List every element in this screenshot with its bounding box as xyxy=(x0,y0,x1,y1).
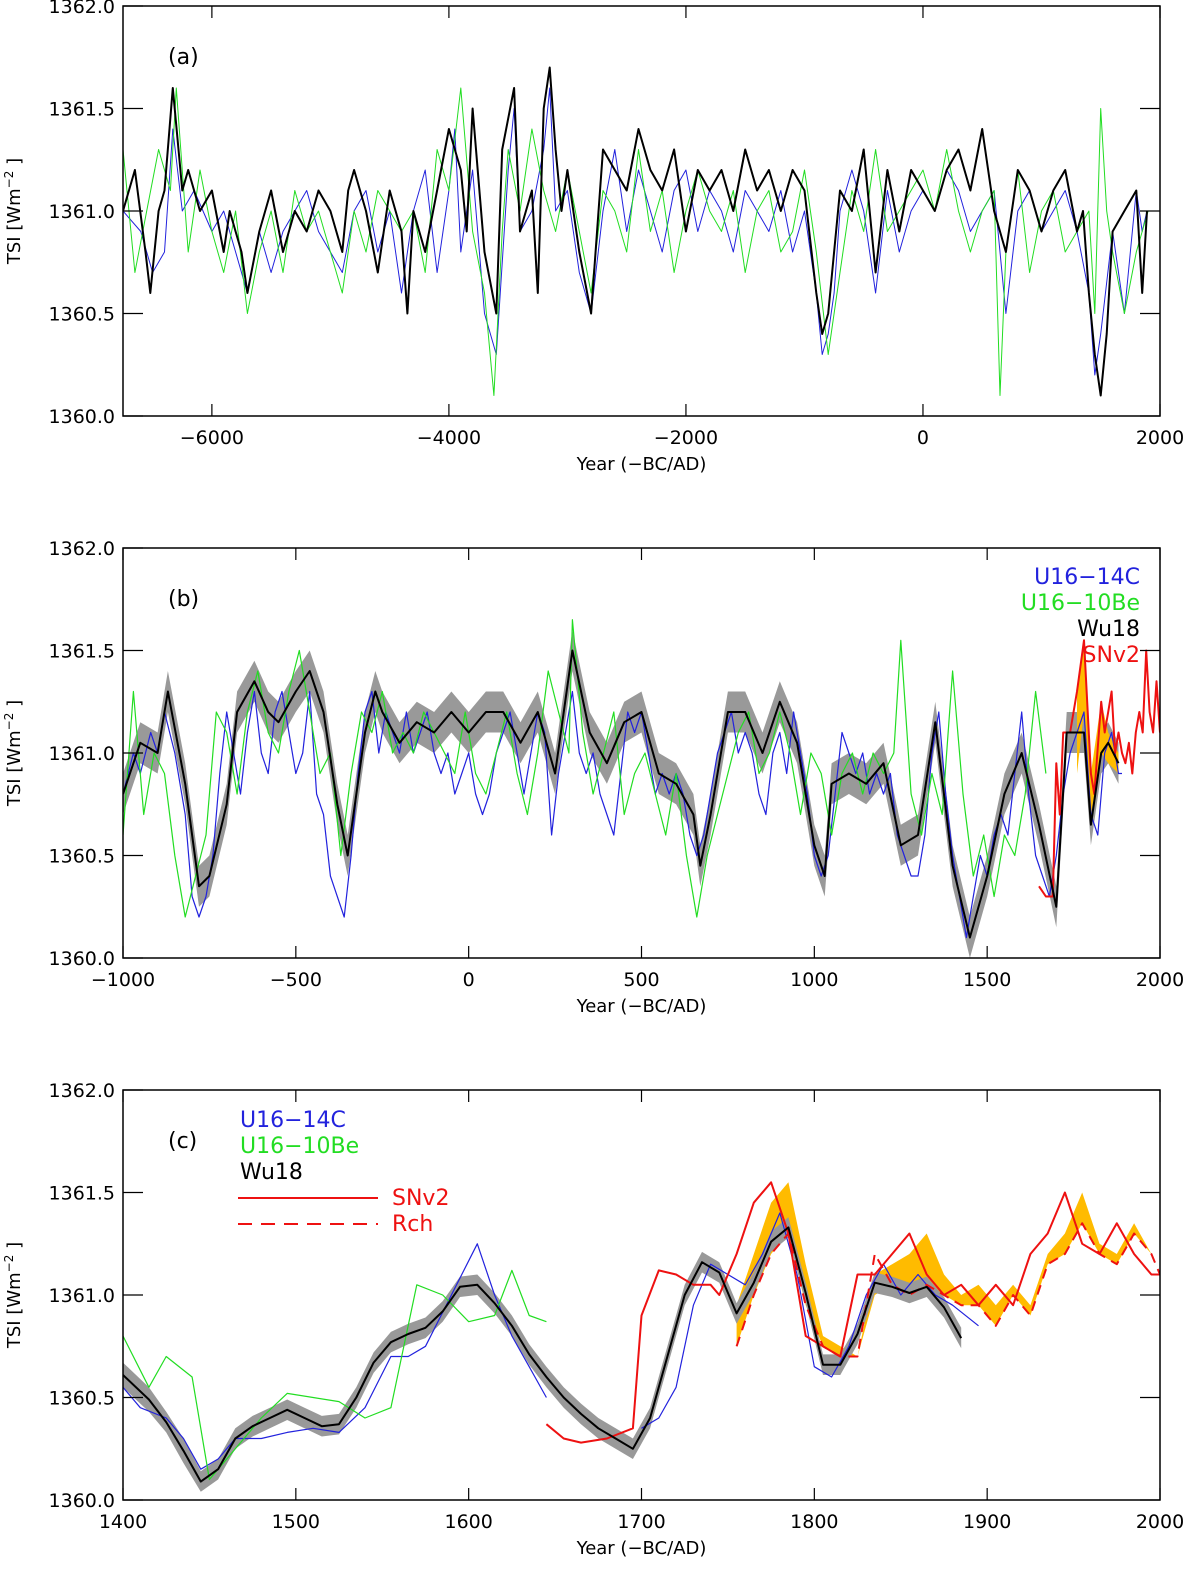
panel-b: −1000 −500 0 500 1000 1500 2000 1360.0 1360.5 136… xyxy=(2,538,1184,1017)
x-tick-label: −4000 xyxy=(417,427,481,449)
legend-entry: SNv2 xyxy=(392,1186,449,1211)
x-tick-label: −1000 xyxy=(91,969,155,991)
legend-entry: Wu18 xyxy=(1077,617,1140,642)
band-band-yellow xyxy=(1077,640,1119,815)
plot-area xyxy=(123,1181,1160,1492)
legend-entry: SNv2 xyxy=(1083,643,1140,668)
panel-label: (c) xyxy=(168,1129,197,1154)
series-snv2 xyxy=(1038,639,1160,898)
x-tick-label: 2000 xyxy=(1136,427,1184,449)
y-tick-label: 1361.5 xyxy=(49,99,115,121)
series-wu18 xyxy=(123,1226,963,1483)
panel-label: (b) xyxy=(168,587,199,612)
x-tick-label: 1400 xyxy=(99,1511,147,1533)
legend-entry: U16−10Be xyxy=(1021,591,1140,616)
y-tick-label: 1361.5 xyxy=(49,641,115,663)
series-wu18 xyxy=(123,649,1120,939)
y-axis-label: TSI [Wm−2 ] xyxy=(2,700,25,807)
series-u16-10be xyxy=(123,1269,547,1481)
band-band-yellow xyxy=(736,1182,1160,1357)
series-wu18 xyxy=(123,66,1148,397)
x-tick-label: −2000 xyxy=(654,427,718,449)
x-tick-label: 1600 xyxy=(444,1511,492,1533)
x-axis-label: Year (−BC/AD) xyxy=(576,454,707,475)
x-tick-label: −6000 xyxy=(180,427,244,449)
y-tick-label: 1360.0 xyxy=(49,948,115,970)
series-u16-10be xyxy=(123,87,1149,396)
y-tick-label: 1360.5 xyxy=(49,304,115,326)
series-u16-10be xyxy=(123,619,1047,918)
x-tick-label: 1500 xyxy=(963,969,1011,991)
x-tick-label: 1700 xyxy=(617,1511,665,1533)
x-axis-label: Year (−BC/AD) xyxy=(576,1538,707,1559)
panel-c: 1400 1500 1600 1700 1800 1900 2000 1360.0 1360.5… xyxy=(2,1080,1184,1559)
y-tick-label: 1361.0 xyxy=(49,743,115,765)
legend-entry: U16−10Be xyxy=(240,1134,359,1159)
y-tick-label: 1361.0 xyxy=(49,1285,115,1307)
legend-entry: Rch xyxy=(392,1212,433,1237)
x-tick-label: 500 xyxy=(623,969,659,991)
panel-label: (a) xyxy=(168,45,199,70)
x-tick-label: 2000 xyxy=(1136,969,1184,991)
plot-frame xyxy=(122,5,1161,417)
x-tick-label: 1500 xyxy=(272,1511,320,1533)
x-tick-label: 2000 xyxy=(1136,1511,1184,1533)
panel-a: −6000 −4000 −2000 0 2000 1360.0 1360.5 1361.0 13… xyxy=(2,0,1184,475)
y-tick-label: 1361.0 xyxy=(49,201,115,223)
series-u16-14c xyxy=(123,87,1148,376)
x-axis-label: Year (−BC/AD) xyxy=(576,996,707,1017)
y-tick-label: 1362.0 xyxy=(49,0,115,18)
y-tick-label: 1360.5 xyxy=(49,1388,115,1410)
band-band-gray xyxy=(123,630,1119,958)
y-tick-label: 1360.0 xyxy=(49,1490,115,1512)
x-tick-label: 1900 xyxy=(963,1511,1011,1533)
plot-area xyxy=(123,619,1160,958)
x-tick-label: 1800 xyxy=(790,1511,838,1533)
y-tick-label: 1360.0 xyxy=(49,406,115,428)
x-tick-label: 1000 xyxy=(790,969,838,991)
y-tick-label: 1360.5 xyxy=(49,846,115,868)
y-tick-label: 1362.0 xyxy=(49,1080,115,1102)
y-axis-label: TSI [Wm−2 ] xyxy=(2,1242,25,1349)
series-rch xyxy=(735,1222,1160,1358)
series-u16-14c xyxy=(641,1212,979,1429)
x-tick-label: −500 xyxy=(270,969,322,991)
series-u16-14c xyxy=(123,1243,547,1470)
legend-entry: Wu18 xyxy=(240,1160,303,1185)
series-snv2 xyxy=(545,1181,1160,1444)
x-tick-label: 0 xyxy=(917,427,929,449)
y-tick-label: 1361.5 xyxy=(49,1183,115,1205)
plot-area xyxy=(123,66,1149,397)
legend-entry: U16−14C xyxy=(1034,565,1140,590)
y-axis-label: TSI [Wm−2 ] xyxy=(2,158,25,265)
x-tick-label: 0 xyxy=(463,969,475,991)
y-tick-label: 1362.0 xyxy=(49,538,115,560)
legend-entry: U16−14C xyxy=(240,1108,346,1133)
